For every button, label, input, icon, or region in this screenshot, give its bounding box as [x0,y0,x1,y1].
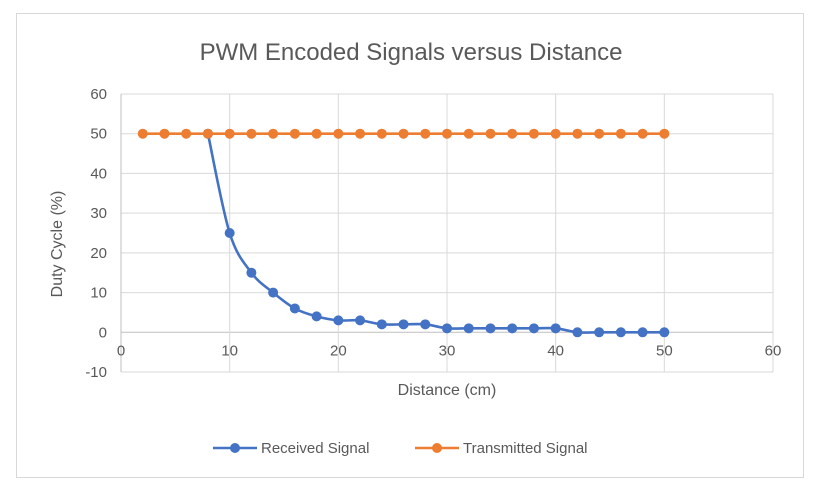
line-chart: PWM Encoded Signals versus Distance -10 0… [49,39,781,457]
data-point [528,128,539,139]
data-point [311,128,322,139]
data-point [268,287,279,298]
data-point [550,323,561,334]
data-point [289,128,300,139]
data-point [398,319,409,330]
series-group [137,128,670,338]
data-point [572,128,583,139]
data-point [507,323,518,334]
data-point [528,323,539,334]
gridlines [120,93,774,373]
axes: -10 0 10 20 30 40 50 60 0 10 20 30 40 50 60 [85,86,781,381]
data-point [224,228,235,238]
x-tick-label: 30 [439,342,456,359]
x-tick-label: 10 [221,342,238,359]
legend-point-marker [432,443,442,453]
data-point [550,128,561,139]
data-point [246,267,257,278]
data-point [181,128,192,139]
y-tick-label: 40 [90,165,107,182]
data-point [268,128,279,139]
data-point [376,319,387,330]
data-point [420,319,431,330]
y-tick-label: 30 [90,205,107,222]
y-tick-label: 60 [90,86,107,103]
data-point [485,323,496,334]
data-point [355,128,366,139]
data-point [615,128,626,139]
data-point [463,128,474,139]
x-tick-label: 40 [547,342,564,359]
chart-title: PWM Encoded Signals versus Distance [200,39,623,66]
legend-item-received-signal: Received Signal [213,440,369,457]
x-axis-title: Distance (cm) [398,382,497,399]
x-tick-label: 20 [330,342,347,359]
data-point [615,327,626,338]
data-point [289,303,300,314]
legend: Received Signal Transmitted Signal [213,440,588,457]
data-point [485,128,496,139]
legend-item-transmitted-signal: Transmitted Signal [415,440,588,457]
y-tick-label: -10 [85,364,107,381]
data-point [311,311,322,322]
data-point [202,128,213,139]
series-transmitted-signal [137,128,670,139]
data-point [246,128,257,139]
data-point [659,327,670,338]
data-point [463,323,474,334]
series-line-received-signal [206,133,665,334]
legend-point-marker [230,443,240,453]
data-point [333,315,344,326]
legend-label: Transmitted Signal [463,440,588,457]
data-point [224,128,235,139]
data-point [507,128,518,139]
data-point [442,323,452,334]
data-point [420,128,431,139]
data-point [137,128,148,139]
data-point [333,128,344,139]
legend-label: Received Signal [261,440,369,457]
chart-area: PWM Encoded Signals versus Distance -10 0… [16,13,804,478]
data-point [398,128,409,139]
y-tick-label: 50 [90,126,107,143]
y-tick-label: 0 [99,324,107,341]
data-point [659,128,670,139]
x-tick-label: 50 [656,342,673,359]
data-point [376,128,387,139]
data-point [355,315,366,326]
data-point [637,128,648,139]
data-point [159,128,170,139]
y-tick-label: 10 [90,285,107,302]
series-received-signal [202,128,670,338]
y-tick-label: 20 [90,245,107,262]
x-tick-label: 60 [765,342,782,359]
data-point [442,128,452,139]
data-point [572,327,583,338]
data-point [637,327,648,338]
x-tick-label: 0 [117,342,125,359]
y-axis-title: Duty Cycle (%) [49,191,66,298]
data-point [594,327,605,338]
data-point [594,128,605,139]
